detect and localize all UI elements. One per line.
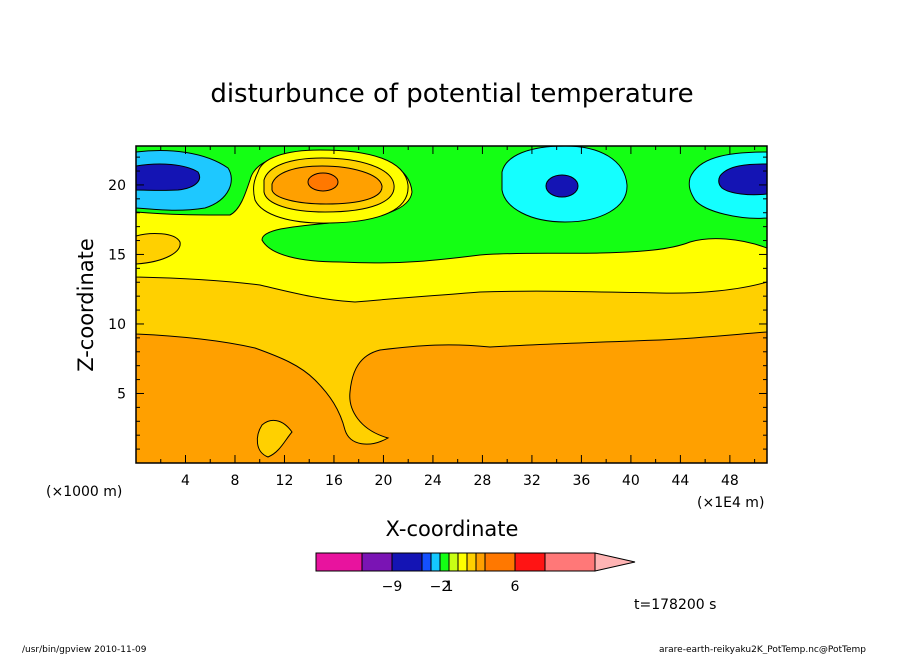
region-upper-core — [307, 172, 339, 192]
x-tick-marks: 4 8 12 16 20 24 28 32 36 40 44 48 — [160, 146, 756, 489]
x-tick-label: 8 — [231, 473, 240, 489]
x-scale-note: (×1E4 m) — [697, 495, 764, 511]
x-tick-label: 28 — [474, 473, 492, 489]
region-right-deep-blue — [718, 163, 767, 196]
x-tick-label: 4 — [181, 473, 190, 489]
colorbar-segment — [514, 552, 546, 572]
x-tick-label: 24 — [424, 473, 442, 489]
colorbar-segment — [430, 552, 441, 572]
colorbar-segment — [484, 552, 516, 572]
colorbar-segment — [315, 552, 363, 572]
x-tick-label: 20 — [375, 473, 393, 489]
chart-title: disturbunce of potential temperature — [210, 79, 693, 109]
colorbar-label: 6 — [511, 579, 520, 595]
plot-frame — [135, 145, 768, 464]
time-label: t=178200 s — [634, 597, 716, 613]
colorbar-segment — [439, 552, 450, 572]
colorbar-segment — [361, 552, 393, 572]
colorbar-segment — [457, 552, 468, 572]
colorbar-arrow — [594, 552, 636, 572]
x-tick-label: 12 — [276, 473, 294, 489]
x-tick-label: 32 — [523, 473, 541, 489]
y-tick-marks: 5 10 15 20 — [108, 156, 767, 450]
region-middle-deep-blue — [545, 174, 579, 198]
colorbar-segment — [544, 552, 596, 572]
contour-fill — [136, 146, 767, 463]
region-left-light-orange — [136, 233, 181, 265]
x-tick-label: 40 — [622, 473, 640, 489]
y-tick-label: 20 — [108, 178, 126, 194]
x-tick-label: 36 — [572, 473, 590, 489]
region-light-orange-blob — [256, 419, 293, 458]
y-axis-title: Z-coordinate — [74, 238, 98, 372]
colorbar-label: −9 — [382, 579, 403, 595]
colorbar-segment — [421, 552, 432, 572]
x-tick-label: 44 — [671, 473, 689, 489]
x-axis-title: X-coordinate — [386, 517, 519, 541]
y-scale-note: (×1000 m) — [46, 484, 122, 500]
region-left-deep-blue — [136, 163, 201, 191]
colorbar-segment — [466, 552, 477, 572]
y-tick-label: 5 — [117, 386, 126, 402]
colorbar-segment — [475, 552, 486, 572]
footer-right: arare-earth-reikyaku2K_PotTemp.nc@PotTem… — [659, 645, 866, 654]
colorbar-label: 1 — [445, 579, 454, 595]
x-tick-label: 48 — [721, 473, 739, 489]
x-tick-label: 16 — [325, 473, 343, 489]
y-tick-label: 15 — [108, 247, 126, 263]
colorbar-label: −2 — [430, 579, 451, 595]
colorbar-segment — [448, 552, 459, 572]
footer-left: /usr/bin/gpview 2010-11-09 — [22, 645, 147, 654]
colorbar-segment — [391, 552, 423, 572]
y-tick-label: 10 — [108, 317, 126, 333]
colorbar: −9 −21 6 — [315, 552, 636, 595]
